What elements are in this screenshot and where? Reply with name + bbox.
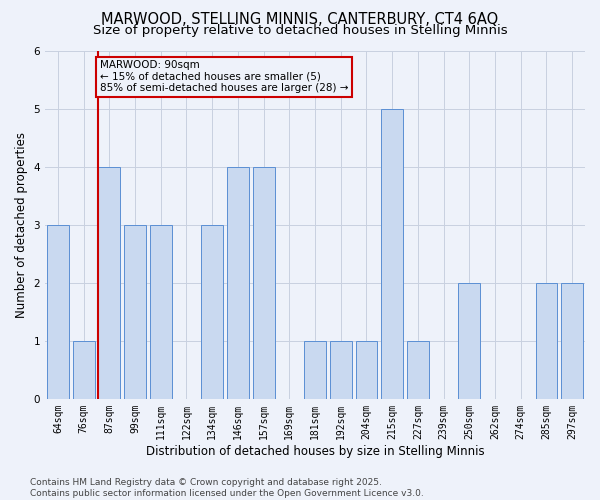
Bar <box>124 225 146 399</box>
Text: MARWOOD: 90sqm
← 15% of detached houses are smaller (5)
85% of semi-detached hou: MARWOOD: 90sqm ← 15% of detached houses … <box>100 60 348 94</box>
X-axis label: Distribution of detached houses by size in Stelling Minnis: Distribution of detached houses by size … <box>146 444 484 458</box>
Bar <box>150 225 172 399</box>
Bar <box>253 168 275 399</box>
Y-axis label: Number of detached properties: Number of detached properties <box>15 132 28 318</box>
Bar <box>407 341 429 399</box>
Bar <box>381 110 403 399</box>
Bar <box>227 168 249 399</box>
Text: MARWOOD, STELLING MINNIS, CANTERBURY, CT4 6AQ: MARWOOD, STELLING MINNIS, CANTERBURY, CT… <box>101 12 499 28</box>
Bar <box>458 283 480 399</box>
Bar <box>536 283 557 399</box>
Bar <box>330 341 352 399</box>
Bar <box>201 225 223 399</box>
Bar <box>304 341 326 399</box>
Text: Size of property relative to detached houses in Stelling Minnis: Size of property relative to detached ho… <box>92 24 508 37</box>
Bar <box>47 225 69 399</box>
Bar <box>73 341 95 399</box>
Bar <box>98 168 120 399</box>
Bar <box>561 283 583 399</box>
Text: Contains HM Land Registry data © Crown copyright and database right 2025.
Contai: Contains HM Land Registry data © Crown c… <box>30 478 424 498</box>
Bar <box>356 341 377 399</box>
